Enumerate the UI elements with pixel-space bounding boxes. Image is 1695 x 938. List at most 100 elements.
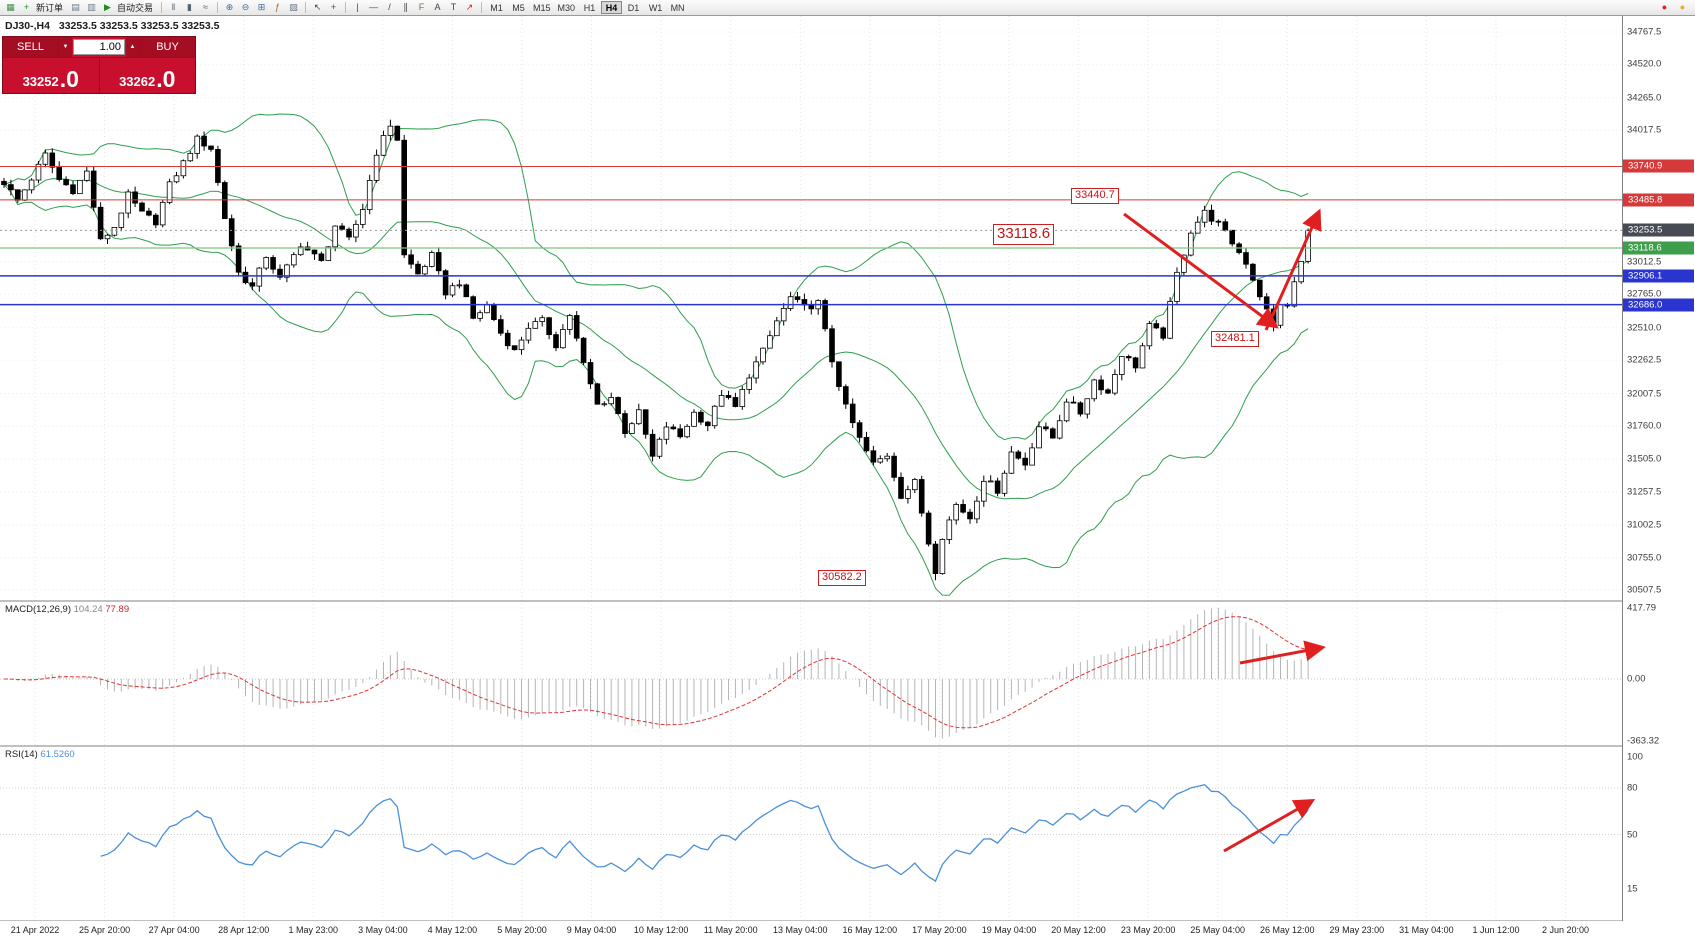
- candle-body: [290, 254, 297, 266]
- candle-body: [774, 320, 780, 337]
- candle-body: [1119, 356, 1125, 375]
- sell-button[interactable]: SELL: [3, 37, 58, 57]
- timeframe-button-m30[interactable]: M30: [557, 2, 576, 13]
- candle-body: [1270, 308, 1277, 326]
- record-icon[interactable]: ●: [1661, 2, 1668, 12]
- auto-trading-button[interactable]: ▶: [104, 2, 111, 12]
- price-level-label: 33485.8: [1623, 193, 1694, 207]
- candle-body: [732, 397, 739, 407]
- candle-body: [84, 170, 90, 181]
- timeframe-button-m15[interactable]: M15: [533, 2, 551, 13]
- tile-windows-button[interactable]: ⊞: [257, 2, 266, 12]
- candle-body: [187, 152, 194, 162]
- buy-price[interactable]: 33262.0: [98, 58, 196, 93]
- fibonacci-button[interactable]: F: [418, 2, 425, 12]
- arrow-objects-button[interactable]: ↗: [465, 2, 474, 12]
- crosshair-button[interactable]: +: [330, 2, 337, 12]
- text-button[interactable]: A: [434, 2, 441, 12]
- zoom-out-button[interactable]: ⊖: [241, 2, 250, 12]
- candle-body: [705, 421, 711, 427]
- channel-button[interactable]: ∥: [403, 2, 408, 12]
- timeframe-button-m5[interactable]: M5: [512, 2, 525, 13]
- new-order-button[interactable]: +: [23, 2, 30, 12]
- trendline-button[interactable]: /: [388, 2, 391, 12]
- price-annotation[interactable]: 30582.2: [818, 570, 866, 586]
- candlestick-chart-icon[interactable]: ▮: [187, 2, 192, 12]
- candle-body: [139, 202, 145, 212]
- time-label: 9 May 04:00: [566, 925, 617, 935]
- time-label: 11 May 20:00: [703, 925, 758, 935]
- macd-axis-tick: 0.00: [1627, 673, 1646, 685]
- symbol-period-label: DJ30-,H4: [5, 20, 50, 32]
- candle-body: [615, 397, 621, 415]
- volume-increase-button[interactable]: ▲: [126, 37, 139, 57]
- cursor-button[interactable]: ↖: [313, 2, 322, 12]
- candle-body: [1070, 401, 1077, 404]
- chart-window-icon[interactable]: ▤: [71, 2, 80, 12]
- candle-body: [111, 227, 118, 236]
- volume-decrease-button[interactable]: ▼: [59, 37, 72, 57]
- time-axis[interactable]: 21 Apr 2022 25 Apr 20:00 27 Apr 04:00 28 Ap…: [0, 921, 1695, 938]
- toolbar-right-icons: ● ●: [1657, 1, 1692, 14]
- candle-body: [856, 422, 863, 438]
- candle-body: [580, 337, 587, 363]
- terminal-icon[interactable]: ▦: [6, 2, 15, 12]
- candle-body: [553, 334, 559, 349]
- time-label: 23 May 20:00: [1120, 925, 1176, 935]
- buy-button[interactable]: BUY: [140, 37, 195, 57]
- candle-body: [1188, 232, 1194, 256]
- candle-body: [684, 425, 690, 438]
- timeframe-button-w1[interactable]: W1: [648, 2, 663, 13]
- price-level-label: 33253.5: [1623, 223, 1694, 237]
- sell-price[interactable]: 33252.0: [3, 58, 99, 93]
- label-button[interactable]: T: [450, 2, 457, 12]
- candle-body: [725, 395, 732, 398]
- candle-body: [63, 179, 69, 186]
- candle-body: [97, 206, 104, 240]
- candle-body: [208, 145, 214, 150]
- profiles-icon[interactable]: ▥: [87, 2, 96, 12]
- status-icon[interactable]: ●: [1679, 2, 1686, 12]
- grid: [0, 16, 1622, 921]
- candle-body: [1174, 271, 1180, 302]
- vertical-line-button[interactable]: |: [356, 2, 359, 12]
- candle-body: [1056, 420, 1063, 439]
- timeframe-button-d1[interactable]: D1: [627, 2, 640, 13]
- candle-body: [870, 450, 877, 463]
- price-annotation[interactable]: 33118.6: [993, 224, 1055, 245]
- volume-input[interactable]: [73, 39, 125, 55]
- toolbar-separator: [305, 2, 307, 13]
- templates-button[interactable]: ▨: [289, 2, 298, 12]
- timeframe-button-m1[interactable]: M1: [490, 2, 503, 13]
- time-label: 3 May 04:00: [358, 925, 408, 935]
- candle-body: [525, 327, 532, 341]
- bar-chart-icon[interactable]: ‖: [171, 2, 176, 12]
- new-order-button-label[interactable]: 新订单: [36, 3, 64, 13]
- timeframe-button-mn[interactable]: MN: [670, 2, 685, 13]
- zoom-in-button[interactable]: ⊕: [225, 2, 234, 12]
- indicators-button[interactable]: ƒ: [275, 2, 281, 12]
- time-label: 16 May 12:00: [842, 925, 898, 935]
- candle-body: [849, 403, 856, 424]
- macd-signal-value: 77.89: [105, 604, 130, 615]
- timeframe-button-h4[interactable]: H4: [601, 1, 623, 14]
- candle-body: [215, 148, 221, 183]
- candle-body: [477, 312, 483, 319]
- candle-body: [380, 135, 387, 156]
- time-label: 25 May 04:00: [1190, 925, 1245, 935]
- candle-body: [939, 539, 946, 574]
- auto-trading-button-label[interactable]: 自动交易: [117, 3, 154, 13]
- line-chart-icon[interactable]: ≈: [203, 2, 208, 12]
- price-annotation[interactable]: 33440.7: [1071, 188, 1119, 204]
- price-annotation[interactable]: 32481.1: [1211, 331, 1259, 347]
- time-label: 20 May 12:00: [1051, 925, 1106, 935]
- candle-body: [118, 212, 125, 228]
- time-label: 26 May 12:00: [1259, 925, 1315, 935]
- horizontal-line-button[interactable]: —: [369, 2, 379, 12]
- macd-name: MACD(12,26,9): [5, 604, 71, 615]
- timeframe-button-h1[interactable]: H1: [583, 2, 596, 13]
- candle-body: [194, 135, 201, 154]
- one-click-trading-panel: SELL ▼ ▲ BUY 33252.0 33262.0: [2, 36, 196, 94]
